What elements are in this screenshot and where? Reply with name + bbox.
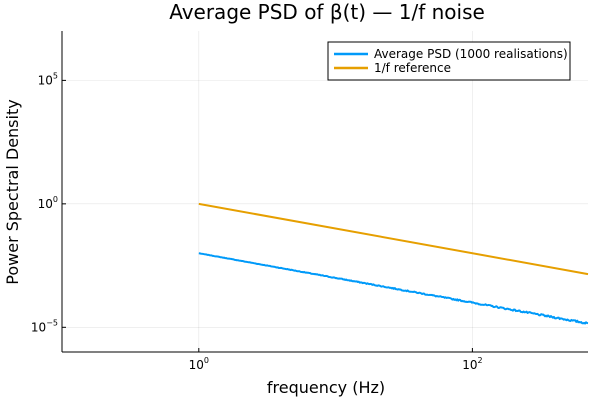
x-tick-label: 102 xyxy=(462,356,482,372)
series-line-0 xyxy=(198,252,589,325)
y-tick-label: 100 xyxy=(38,195,58,211)
x-axis-label: frequency (Hz) xyxy=(267,378,385,397)
legend: Average PSD (1000 realisations) 1/f refe… xyxy=(327,41,571,81)
legend-label-1f-reference: 1/f reference xyxy=(374,61,451,75)
y-axis-label: Power Spectral Density xyxy=(3,99,22,284)
series-line-1 xyxy=(198,202,589,276)
y-tick-label: 105 xyxy=(38,71,58,87)
legend-label-average-psd: Average PSD (1000 realisations) xyxy=(374,47,568,61)
tick-labels: 100 102 10−5 100 105 xyxy=(31,71,483,372)
chart-title: Average PSD of β(t) — 1/f noise xyxy=(169,0,485,24)
legend-box xyxy=(327,41,571,81)
series-layer xyxy=(198,202,589,325)
axes-frame xyxy=(61,31,588,353)
y-tick-label: 10−5 xyxy=(31,318,58,334)
x-tick-label: 100 xyxy=(189,356,209,372)
